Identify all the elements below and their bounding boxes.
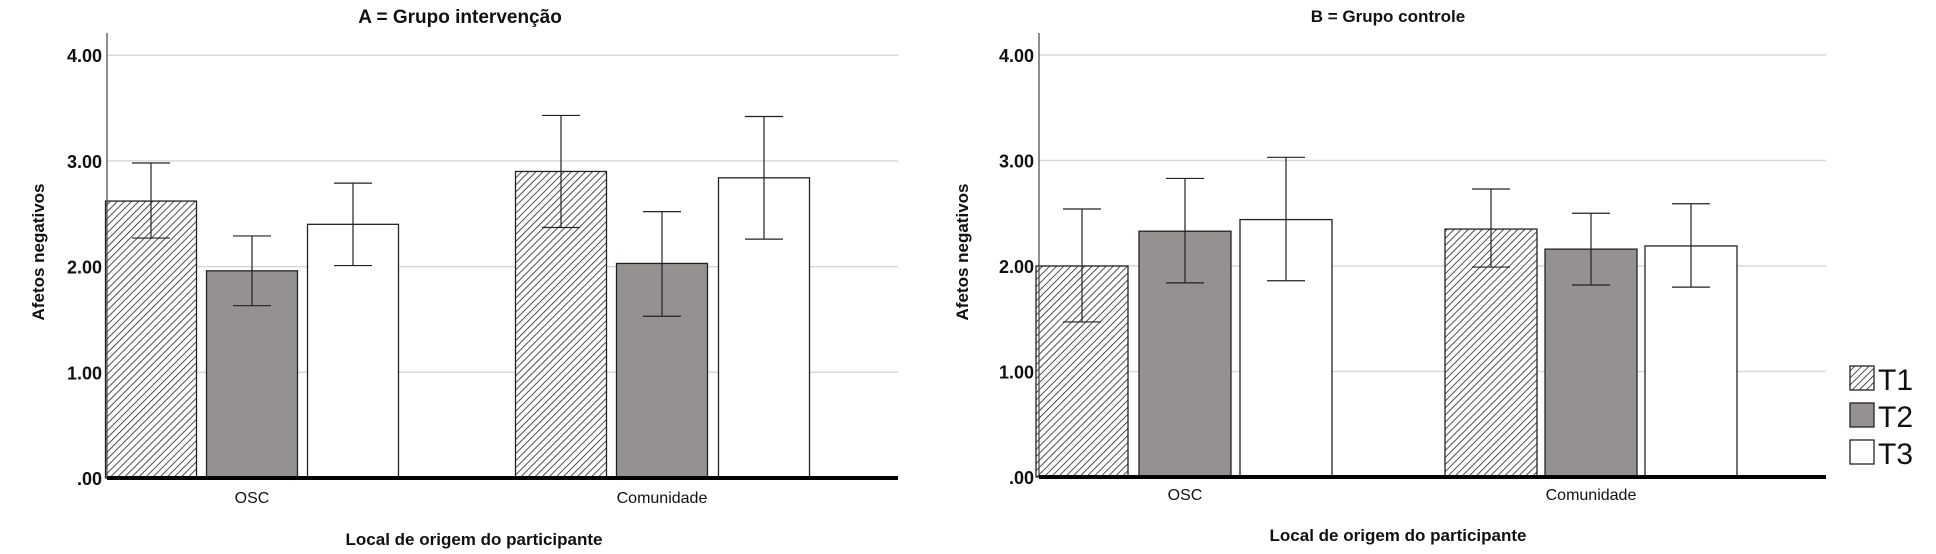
legend-swatch [1849,439,1875,465]
legend-item-t2: T2 [1849,401,1913,434]
y-tick-label: 1.00 [999,363,1034,383]
y-axis-title: Afetos negativos [953,184,972,321]
y-tick-label: 2.00 [999,257,1034,277]
x-category-label: Comunidade [617,490,708,507]
error-bar [233,235,271,307]
error-bar [1166,177,1204,284]
legend-swatch [1849,402,1875,428]
y-tick-label: 4.00 [67,46,102,66]
legend-item-t3: T3 [1849,438,1913,471]
chart-panel-a: .00 1.00 2.00 3.00 4.00 OSC Comunidade A = Gr… [29,7,898,549]
legend-item-t1: T1 [1849,364,1913,397]
bars [104,170,811,479]
error-bar [1572,212,1610,286]
legend-label: T3 [1878,438,1913,471]
y-tick-label: 1.00 [67,363,102,383]
axes [106,33,898,480]
legend-swatch [1849,365,1875,391]
bar-t3-osc [306,223,400,479]
y-tick-label: 2.00 [67,258,102,278]
error-bar [1472,188,1510,268]
x-axis-title: Local de origem do participante [1270,526,1527,545]
error-bar [542,114,580,229]
y-tick-labels: .00 1.00 2.00 3.00 4.00 [999,46,1034,488]
x-category-label: OSC [1168,487,1203,504]
y-tick-label: .00 [77,469,102,489]
y-tick-label: .00 [1009,468,1034,488]
bar-t1-comunidade [1444,228,1538,478]
chart-title: B = Grupo controle [1311,7,1465,26]
bars [1035,218,1738,478]
error-bar [132,162,170,239]
x-category-label: Comunidade [1546,487,1637,504]
legend: T1 T2 T3 [1849,364,1913,471]
bar-t2-comunidade [1544,248,1638,478]
x-category-labels: OSC Comunidade [235,490,708,507]
y-tick-label: 4.00 [999,46,1034,66]
chart-panel-b: .00 1.00 2.00 3.00 4.00 OSC Comunidade B = Gr… [953,7,1826,545]
legend-label: T2 [1878,401,1913,434]
error-bar [334,182,372,267]
y-tick-label: 3.00 [999,152,1034,172]
error-bar [1267,156,1305,282]
error-bars [132,114,783,317]
axes [1038,33,1826,479]
error-bar [643,211,681,317]
x-category-label: OSC [235,490,270,507]
x-category-labels: OSC Comunidade [1168,487,1637,504]
legend-label: T1 [1878,364,1913,397]
bar-t1-osc [104,200,198,479]
x-axis-title: Local de origem do participante [346,530,603,549]
error-bar [1672,203,1710,288]
error-bar [745,115,783,240]
y-tick-label: 3.00 [67,152,102,172]
y-tick-labels: .00 1.00 2.00 3.00 4.00 [67,46,102,489]
error-bar [1063,208,1101,323]
error-bars [1063,156,1710,323]
y-axis-title: Afetos negativos [29,184,48,321]
chart-title: A = Grupo intervenção [358,7,562,28]
